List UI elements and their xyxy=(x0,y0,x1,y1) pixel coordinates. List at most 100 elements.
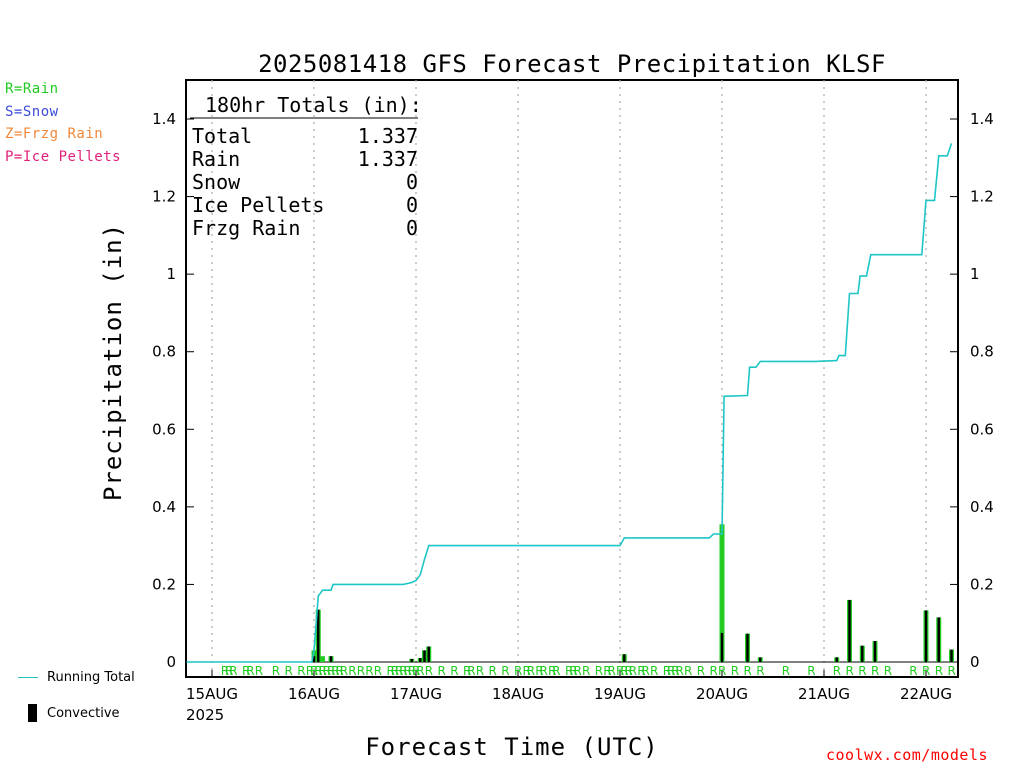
ptype-marker: R xyxy=(935,664,943,678)
y-tick-label-left-7: 1.4 xyxy=(152,110,176,128)
convective-bar xyxy=(835,657,838,662)
convective-swatch xyxy=(28,704,37,722)
totals-row-value: 0 xyxy=(406,193,418,217)
ptype-marker: R xyxy=(387,664,395,678)
plot-frame xyxy=(185,79,959,678)
running-total-label: Running Total xyxy=(47,670,135,685)
ptype-marker: R xyxy=(642,664,650,678)
ptype-marker: R xyxy=(540,664,548,678)
y-tick-label-left-2: 0.4 xyxy=(152,498,176,516)
ptype-marker: R xyxy=(463,664,471,678)
x-tick-label-7: 22AUG xyxy=(900,685,952,703)
legend-frzg-rain: Z=Frzg Rain xyxy=(5,126,104,142)
ptype-marker: R xyxy=(922,664,930,678)
ptype-marker: R xyxy=(501,664,509,678)
y-tick-label-left-3: 0.6 xyxy=(152,420,176,438)
ptype-marker: R xyxy=(718,664,726,678)
totals-row-value: 0 xyxy=(406,170,418,194)
y-tick-label-left-4: 0.8 xyxy=(152,343,176,361)
rain-bar xyxy=(320,656,325,662)
convective-label: Convective xyxy=(47,706,120,721)
ptype-marker: R xyxy=(858,664,866,678)
chart-title: 2025081418 GFS Forecast Precipitation KL… xyxy=(258,50,886,78)
x-tick-label-5: 20AUG xyxy=(696,685,748,703)
ptype-marker: R xyxy=(608,664,616,678)
convective-bar xyxy=(950,649,953,662)
ptype-marker: R xyxy=(404,664,412,678)
ptype-marker: R xyxy=(676,664,684,678)
ptype-marker: R xyxy=(731,664,739,678)
ptype-marker: R xyxy=(552,664,560,678)
ptype-marker: R xyxy=(272,664,280,678)
ptype-marker: R xyxy=(514,664,522,678)
ptype-marker: R xyxy=(323,664,331,678)
ptype-marker: R xyxy=(319,664,327,678)
x-tick-label-1: 16AUG xyxy=(288,685,340,703)
x-tick-label-3: 18AUG xyxy=(492,685,544,703)
x-tick-label-2: 17AUG xyxy=(390,685,442,703)
ptype-marker: R xyxy=(450,664,458,678)
ptype-marker: R xyxy=(637,664,645,678)
ptype-marker: R xyxy=(310,664,318,678)
x-tick-sublabel: 2025 xyxy=(186,706,224,724)
ptype-marker: R xyxy=(229,664,237,678)
ptype-marker: R xyxy=(340,664,348,678)
ptype-marker: R xyxy=(948,664,956,678)
x-tick-label-4: 19AUG xyxy=(594,685,646,703)
totals-row-label: Frzg Rain xyxy=(192,216,300,240)
ptype-marker: R xyxy=(565,664,573,678)
ptype-marker: R xyxy=(221,664,229,678)
ptype-marker: R xyxy=(603,664,611,678)
convective-bar xyxy=(329,656,333,662)
ptype-marker: R xyxy=(246,664,254,678)
ptype-marker: R xyxy=(697,664,705,678)
convective-bar xyxy=(759,657,762,662)
ptype-marker: R xyxy=(225,664,233,678)
y-tick-label-right-7: 1.4 xyxy=(970,110,994,128)
convective-bar xyxy=(423,650,426,662)
ptype-marker: R xyxy=(331,664,339,678)
ptype-marker: R xyxy=(671,664,679,678)
ptype-marker: R xyxy=(744,664,752,678)
y-tick-label-left-0: 0 xyxy=(166,653,176,671)
totals-row-value: 1.337 xyxy=(358,147,418,171)
ptype-marker: R xyxy=(782,664,790,678)
credit-link[interactable]: coolwx.com/models xyxy=(826,746,989,764)
ptype-marker: R xyxy=(314,664,322,678)
ptype-marker: R xyxy=(242,664,250,678)
ptype-marker: R xyxy=(327,664,335,678)
convective-bar xyxy=(937,617,940,662)
ptype-marker: R xyxy=(710,664,718,678)
y-tick-label-left-1: 0.2 xyxy=(152,575,176,593)
y-tick-label-right-3: 0.6 xyxy=(970,420,994,438)
y-tick-label-right-4: 0.8 xyxy=(970,343,994,361)
legend-ice-pellets: P=Ice Pellets xyxy=(5,149,122,165)
totals-row-label: Total xyxy=(192,124,252,148)
convective-bar xyxy=(427,646,430,662)
y-tick-label-right-1: 0.2 xyxy=(970,575,994,593)
ptype-marker: R xyxy=(846,664,854,678)
ptype-marker: R xyxy=(527,664,535,678)
ptype-marker: R xyxy=(595,664,603,678)
totals-row-value: 0 xyxy=(406,216,418,240)
ptype-marker: R xyxy=(582,664,590,678)
legend-rain: R=Rain xyxy=(5,81,59,97)
convective-bar xyxy=(312,656,316,662)
ptype-marker: R xyxy=(297,664,305,678)
ptype-marker: R xyxy=(285,664,293,678)
totals-row-label: Ice Pellets xyxy=(192,193,324,217)
ptype-marker: R xyxy=(833,664,841,678)
convective-bar xyxy=(317,609,320,662)
ptype-marker: R xyxy=(667,664,675,678)
ptype-marker: R xyxy=(909,664,917,678)
x-tick-label-6: 21AUG xyxy=(798,685,850,703)
totals-row-value: 1.337 xyxy=(358,124,418,148)
ptype-marker: R xyxy=(408,664,416,678)
ptype-marker: R xyxy=(357,664,365,678)
ptype-marker: R xyxy=(807,664,815,678)
ptype-marker: R xyxy=(756,664,764,678)
ptype-marker: R xyxy=(391,664,399,678)
convective-bar xyxy=(861,645,864,662)
x-tick-label-0: 15AUG xyxy=(186,685,238,703)
